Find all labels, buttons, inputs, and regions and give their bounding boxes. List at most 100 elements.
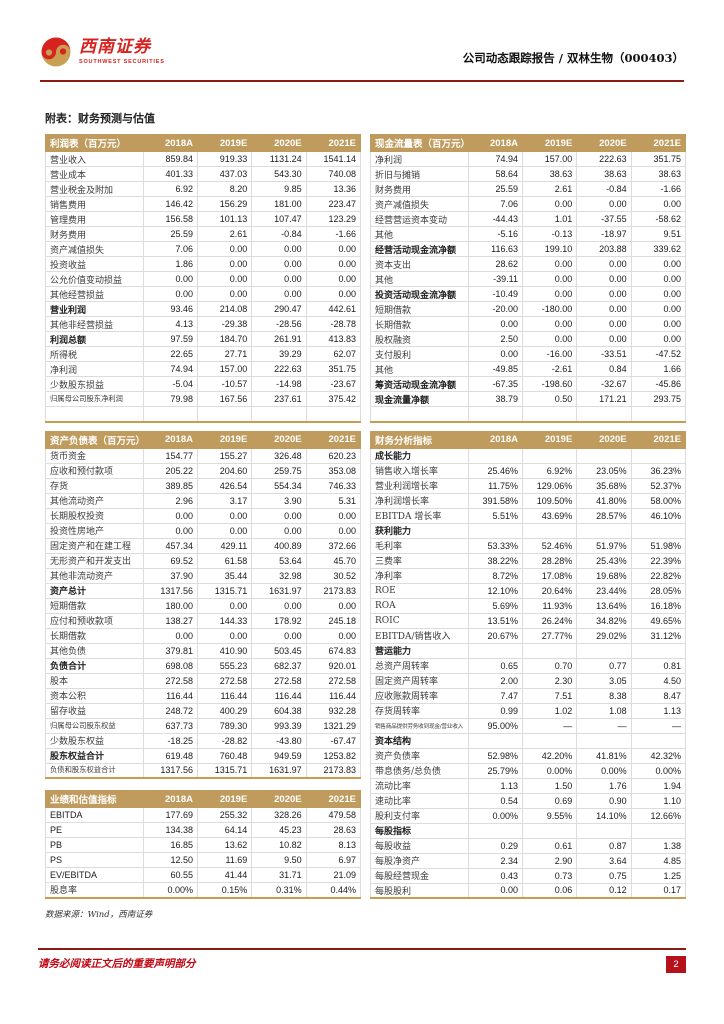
table-row: 投资性房地产 0.00 0.00 0.00 0.00	[45, 522, 362, 539]
table-row: 销售费用 146.42 156.29 181.00 223.47	[45, 196, 362, 212]
cell-value: 2.90	[521, 852, 578, 869]
row-label: 每股股利	[370, 882, 469, 899]
table-row: 营业收入 859.84 919.33 1131.24 1541.14	[45, 151, 362, 167]
cell-value: 0.00	[251, 627, 307, 644]
cell-value: -10.57	[196, 376, 253, 392]
cell-value: 0.00	[576, 271, 632, 287]
row-label: 其他负债	[45, 642, 144, 659]
cell-value: 64.14	[196, 822, 253, 838]
financial-analysis-table: 财务分析指标 2018A 2019E 2020E 2021E 成长能力 销售收入增长率 25.…	[370, 430, 687, 899]
cell-value: 31.71	[251, 867, 307, 883]
cell-value: 181.00	[251, 196, 307, 212]
cell-value: 9.51	[630, 226, 687, 242]
row-label: 存货	[45, 477, 144, 494]
cell-value: 1631.97	[251, 762, 307, 779]
cell-value: 0.00	[142, 271, 198, 287]
cell-value	[521, 406, 578, 422]
table-row: EBITDA 增长率 5.51% 43.69% 28.57% 46.10%	[370, 507, 687, 524]
cell-value: -28.56	[251, 316, 307, 332]
cell-value: 38.63	[630, 166, 687, 182]
cell-value: 23.44%	[576, 582, 632, 599]
row-label: 投资收益	[45, 256, 144, 272]
cell-value: 3.90	[251, 492, 307, 509]
cell-value: 1.76	[576, 777, 632, 794]
cell-value: 457.34	[142, 537, 198, 554]
table-row: 流动比率 1.13 1.50 1.76 1.94	[370, 777, 687, 794]
section-title: 附表：财务预测与估值	[45, 112, 155, 125]
cell-value: 4.13	[142, 316, 198, 332]
row-label: 资产负债率	[370, 747, 469, 764]
cell-value: 620.23	[305, 447, 362, 464]
row-label: 资本支出	[370, 256, 469, 272]
cell-value: 34.82%	[576, 612, 632, 629]
cell-value: 682.37	[251, 657, 307, 674]
cell-value: 52.37%	[630, 477, 687, 494]
column-header: 2018A	[142, 134, 198, 152]
cell-value: 49.65%	[630, 612, 687, 629]
table-row: EBITDA 177.69 255.32 328.26 479.58	[45, 807, 362, 823]
cell-value: 0.00	[196, 597, 253, 614]
cell-value: 0.00	[521, 271, 578, 287]
brand-subtitle: SOUTHWEST SECURITIES	[79, 59, 165, 65]
row-label: 资产总计	[45, 582, 144, 599]
page-number-badge: 2	[666, 956, 686, 973]
cell-value: 23.05%	[576, 462, 632, 479]
row-label: EV/EBITDA	[45, 867, 144, 883]
cell-value: 0.50	[521, 391, 578, 407]
cell-value: 2.50	[467, 331, 523, 347]
cell-value: 0.00	[305, 522, 362, 539]
cell-value: 9.55%	[521, 807, 578, 824]
cell-value: 53.33%	[467, 537, 523, 554]
cell-value: 12.66%	[630, 807, 687, 824]
cell-value: 1.10	[630, 792, 687, 809]
cell-value: 3.05	[576, 672, 632, 689]
cell-value: 22.82%	[630, 567, 687, 584]
table-row: 营运能力	[370, 642, 687, 659]
cell-value	[521, 642, 578, 659]
cell-value: 30.52	[305, 567, 362, 584]
table-row: ROIC 13.51% 26.24% 34.82% 49.65%	[370, 612, 687, 629]
cell-value: 1315.71	[196, 582, 253, 599]
brand-logo: 西南证券 SOUTHWEST SECURITIES	[40, 36, 165, 68]
cell-value: 0.00	[305, 627, 362, 644]
table-row: 利润总额 97.59 184.70 261.91 413.83	[45, 331, 362, 347]
column-header: 2020E	[576, 430, 632, 449]
column-header: 2021E	[630, 430, 687, 449]
table-row: 资本公积 116.44 116.44 116.44 116.44	[45, 687, 362, 704]
cell-value: 7.51	[521, 687, 578, 704]
cell-value: 0.00%	[142, 882, 198, 898]
cell-value: -180.00	[521, 301, 578, 317]
table-row: 少数股东损益 -5.04 -10.57 -14.98 -23.67	[45, 376, 362, 392]
cell-value: 79.98	[142, 391, 198, 407]
cell-value: -39.11	[467, 271, 523, 287]
cell-value: 0.00	[467, 316, 523, 332]
cell-value: 1131.24	[251, 151, 307, 167]
row-label: 净利润	[370, 151, 469, 167]
row-label: EBITDA 增长率	[370, 507, 469, 524]
tables-area: 利润表（百万元） 2018A 2019E 2020E 2021E 营业收入 859.84 91…	[45, 134, 687, 899]
cell-value: 5.31	[305, 492, 362, 509]
row-label: 少数股东权益	[45, 732, 144, 749]
page-footer: 请务必阅读正文后的重要声明部分 2	[0, 948, 724, 973]
cell-value: 199.10	[521, 241, 578, 257]
row-label: 净利润	[45, 361, 144, 377]
cell-value: 0.00	[467, 346, 523, 362]
cell-value: 7.06	[142, 241, 198, 257]
cell-value: 37.90	[142, 567, 198, 584]
cell-value: 11.69	[196, 852, 253, 868]
row-label: 负债和股东权益合计	[45, 762, 144, 779]
column-header: 2021E	[305, 134, 362, 152]
row-label: 销售费用	[45, 196, 144, 212]
footer-row: 请务必阅读正文后的重要声明部分 2	[38, 956, 686, 973]
table-row: 净利润 74.94 157.00 222.63 351.75	[45, 361, 362, 377]
cell-value: 101.13	[196, 211, 253, 227]
row-label: 固定资产和在建工程	[45, 537, 144, 554]
cell-value	[251, 406, 307, 422]
cell-value: -0.13	[521, 226, 578, 242]
table-row: 其他经营损益 0.00 0.00 0.00 0.00	[45, 286, 362, 302]
table-row: PS 12.50 11.69 9.50 6.97	[45, 852, 362, 868]
cell-value	[142, 406, 198, 422]
cell-value: 0.00	[521, 331, 578, 347]
cell-value: 0.00	[251, 256, 307, 272]
